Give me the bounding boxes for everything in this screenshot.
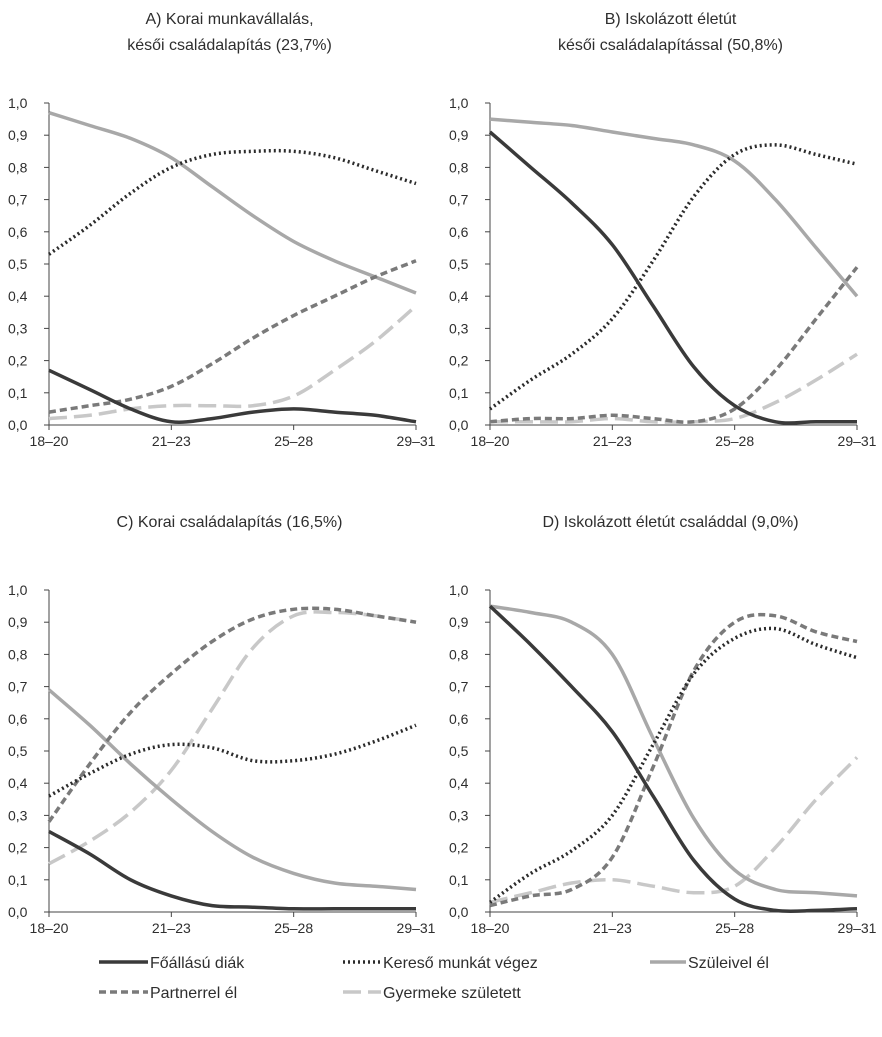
y-tick-label: 1,0	[449, 582, 469, 598]
x-tick-label: 21–23	[593, 920, 632, 936]
y-tick-label: 0,1	[8, 385, 28, 401]
x-tick-label: 29–31	[397, 920, 436, 936]
legend-label-partner: Partnerrel él	[150, 985, 237, 1002]
legend-label-szuleivel: Szüleivel él	[688, 955, 769, 972]
y-tick-label: 0,5	[8, 743, 28, 759]
x-tick-label: 21–23	[152, 433, 191, 449]
series-line-gyermek	[489, 756, 859, 905]
y-tick-label: 0,7	[8, 679, 28, 695]
y-tick-label: 0,1	[449, 872, 469, 888]
y-tick-label: 0,2	[8, 840, 28, 856]
series-line-foallasu	[488, 604, 858, 914]
chart-title: B) Iskolázott életút	[605, 11, 737, 28]
y-tick-label: 0,7	[8, 192, 28, 208]
y-tick-label: 0,0	[8, 904, 28, 920]
y-tick-label: 0,1	[8, 872, 28, 888]
y-tick-label: 0,0	[449, 417, 469, 433]
y-tick-label: 0,1	[449, 385, 469, 401]
y-tick-label: 0,2	[449, 353, 469, 369]
y-tick-label: 0,9	[8, 614, 28, 630]
y-tick-label: 0,4	[449, 775, 469, 791]
y-tick-label: 0,6	[8, 224, 28, 240]
x-tick-label: 25–28	[715, 433, 754, 449]
y-tick-label: 0,5	[8, 256, 28, 272]
x-tick-label: 18–20	[30, 433, 69, 449]
series-line-szuleivel	[48, 111, 417, 295]
legend-label-gyermek: Gyermeke született	[383, 985, 521, 1002]
y-tick-label: 0,0	[8, 417, 28, 433]
x-tick-label: 25–28	[274, 433, 313, 449]
chart-title: késői családalapítás (23,7%)	[127, 37, 332, 54]
series-line-foallasu	[488, 130, 858, 425]
y-tick-label: 0,9	[8, 127, 28, 143]
chart-title: késői családalapítással (50,8%)	[558, 37, 783, 54]
series-line-gyermek	[48, 304, 418, 421]
legend-label-foallasu: Főállású diák	[150, 955, 245, 972]
series-line-szuleivel	[489, 604, 858, 898]
y-tick-label: 0,5	[449, 256, 469, 272]
series-line-partner	[48, 259, 417, 414]
y-tick-label: 0,7	[449, 679, 469, 695]
y-tick-label: 0,3	[8, 320, 28, 336]
y-tick-label: 0,6	[449, 711, 469, 727]
x-tick-label: 18–20	[30, 920, 69, 936]
y-tick-label: 1,0	[8, 95, 28, 111]
y-tick-label: 0,5	[449, 743, 469, 759]
series-line-gyermek	[48, 610, 417, 866]
series-line-kereso	[488, 143, 858, 411]
y-tick-label: 1,0	[8, 582, 28, 598]
chart-title: D) Iskolázott életút családdal (9,0%)	[542, 514, 798, 531]
x-tick-label: 18–20	[471, 920, 510, 936]
series-line-partner	[489, 266, 859, 424]
y-tick-label: 0,8	[449, 159, 469, 175]
y-tick-label: 0,3	[449, 320, 469, 336]
chart-title: A) Korai munkavállalás,	[145, 11, 313, 28]
series-line-foallasu	[48, 368, 417, 424]
y-tick-label: 0,0	[449, 904, 469, 920]
y-tick-label: 0,4	[8, 288, 28, 304]
x-tick-label: 21–23	[593, 433, 632, 449]
legend: Főállású diák Kereső munkát végez Szüleive…	[99, 955, 769, 1002]
chart-panel-d: D) Iskolázott életút családdal (9,0%) 0,0…	[449, 514, 877, 936]
series-line-szuleivel	[489, 117, 859, 298]
x-tick-label: 21–23	[152, 920, 191, 936]
y-tick-label: 0,9	[449, 614, 469, 630]
x-tick-label: 25–28	[274, 920, 313, 936]
series-line-szuleivel	[47, 688, 417, 892]
y-tick-label: 0,3	[8, 807, 28, 823]
x-tick-label: 18–20	[471, 433, 510, 449]
x-tick-label: 29–31	[838, 920, 877, 936]
chart-title: C) Korai családalapítás (16,5%)	[117, 514, 343, 531]
y-tick-label: 0,6	[8, 711, 28, 727]
x-tick-label: 29–31	[838, 433, 877, 449]
chart-panel-b: B) Iskolázott életút késői családalapítás…	[449, 11, 877, 449]
x-tick-label: 29–31	[397, 433, 436, 449]
y-tick-label: 0,8	[8, 646, 28, 662]
series-line-foallasu	[48, 829, 417, 911]
x-tick-label: 25–28	[715, 920, 754, 936]
y-tick-label: 0,4	[449, 288, 469, 304]
chart-panel-c: C) Korai családalapítás (16,5%) 0,0 0,1 0,2…	[8, 514, 436, 936]
series-line-gyermek	[490, 352, 858, 424]
y-tick-label: 0,8	[8, 159, 28, 175]
y-tick-label: 0,9	[449, 127, 469, 143]
series-line-kereso	[48, 723, 417, 798]
y-tick-label: 0,2	[449, 840, 469, 856]
series-line-partner	[489, 612, 858, 908]
y-tick-label: 1,0	[449, 95, 469, 111]
y-tick-label: 0,8	[449, 646, 469, 662]
y-tick-label: 0,4	[8, 775, 28, 791]
chart-panel-a: A) Korai munkavállalás, késői családalapí…	[8, 11, 436, 449]
series-line-partner	[47, 606, 417, 823]
legend-label-kereso: Kereső munkát végez	[383, 955, 538, 972]
y-tick-label: 0,6	[449, 224, 469, 240]
y-tick-label: 0,7	[449, 192, 469, 208]
series-line-kereso	[47, 148, 417, 256]
series-line-kereso	[488, 626, 858, 904]
y-tick-label: 0,2	[8, 353, 28, 369]
y-tick-label: 0,3	[449, 807, 469, 823]
